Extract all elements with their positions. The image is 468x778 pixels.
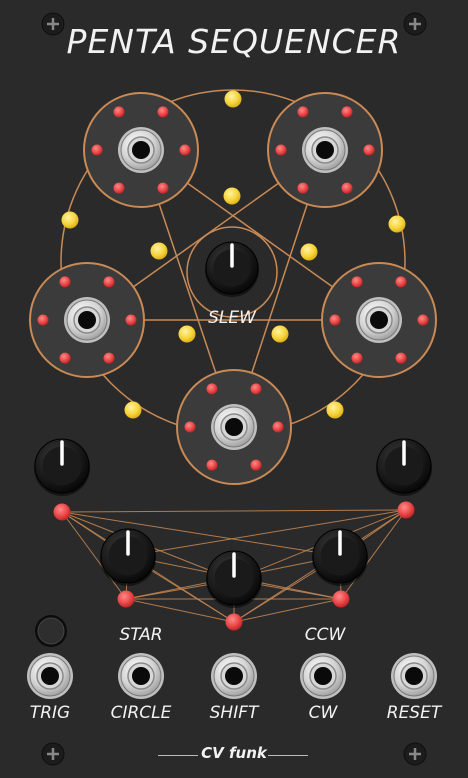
network-line — [61, 509, 407, 513]
knob-right-center[interactable] — [312, 528, 368, 586]
slew-knob[interactable] — [205, 241, 259, 297]
network-line — [233, 598, 342, 623]
brand-logo: CV funk — [201, 744, 267, 762]
red-led — [395, 276, 407, 288]
circle-label: CIRCLE — [110, 703, 172, 723]
reset-jack[interactable] — [391, 653, 437, 699]
knob-center[interactable] — [206, 550, 262, 608]
screw-icon — [403, 12, 427, 36]
red-led — [103, 352, 115, 364]
red-led — [157, 106, 169, 118]
yellow-led — [124, 401, 142, 419]
yellow-led — [150, 242, 168, 260]
yellow-led — [326, 401, 344, 419]
yellow-led — [388, 215, 406, 233]
red-led — [113, 106, 125, 118]
shift-jack[interactable] — [211, 653, 257, 699]
network-line — [127, 509, 407, 557]
red-led — [37, 314, 49, 326]
red-led — [275, 144, 287, 156]
step-1-output-jack[interactable] — [118, 127, 164, 173]
shift-label: SHIFT — [209, 703, 259, 723]
red-led — [179, 144, 191, 156]
yellow-led — [223, 187, 241, 205]
red-led — [351, 276, 363, 288]
red-led — [125, 314, 137, 326]
left-knob[interactable] — [34, 438, 90, 496]
network-line — [125, 598, 235, 623]
ccw-label: CCW — [304, 625, 346, 645]
red-led — [225, 613, 243, 631]
red-led — [332, 590, 350, 608]
red-led — [59, 276, 71, 288]
red-led — [206, 459, 218, 471]
knob-left-center[interactable] — [100, 528, 156, 586]
yellow-led — [61, 211, 79, 229]
star-label: STAR — [119, 625, 163, 645]
red-led — [341, 106, 353, 118]
trig-button[interactable] — [35, 615, 67, 647]
module-title: PENTA SEQUENCER — [66, 22, 402, 61]
yellow-led — [271, 325, 289, 343]
network-line — [61, 511, 127, 600]
brand-line-right — [268, 755, 308, 756]
red-led — [117, 590, 135, 608]
red-led — [363, 144, 375, 156]
red-led — [417, 314, 429, 326]
yellow-led — [224, 90, 242, 108]
circle-jack[interactable] — [118, 653, 164, 699]
red-led — [53, 503, 71, 521]
step-4-output-jack[interactable] — [356, 297, 402, 343]
red-led — [250, 459, 262, 471]
red-led — [297, 106, 309, 118]
network-line — [61, 511, 341, 557]
red-led — [113, 182, 125, 194]
red-led — [157, 182, 169, 194]
red-led — [297, 182, 309, 194]
reset-label: RESET — [386, 703, 442, 723]
red-led — [397, 501, 415, 519]
step-5-output-jack[interactable] — [211, 404, 257, 450]
step-2-output-jack[interactable] — [302, 127, 348, 173]
red-led — [250, 383, 262, 395]
brand-line-left — [158, 755, 198, 756]
screw-icon — [41, 742, 65, 766]
red-led — [184, 421, 196, 433]
screw-icon — [403, 742, 427, 766]
red-led — [329, 314, 341, 326]
step-3-output-jack[interactable] — [64, 297, 110, 343]
trig-jack[interactable] — [27, 653, 73, 699]
red-led — [91, 144, 103, 156]
red-led — [341, 182, 353, 194]
right-knob[interactable] — [376, 438, 432, 496]
yellow-led — [178, 325, 196, 343]
trig-label: TRIG — [29, 703, 71, 723]
red-led — [351, 352, 363, 364]
red-led — [103, 276, 115, 288]
network-line — [340, 509, 407, 600]
screw-icon — [41, 12, 65, 36]
red-led — [272, 421, 284, 433]
cw-label: CW — [308, 703, 338, 723]
yellow-led — [300, 243, 318, 261]
red-led — [206, 383, 218, 395]
red-led — [395, 352, 407, 364]
cw-jack[interactable] — [300, 653, 346, 699]
red-led — [59, 352, 71, 364]
slew-label: SLEW — [208, 308, 256, 328]
